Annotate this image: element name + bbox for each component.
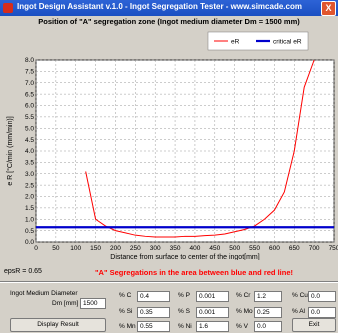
y-tick-label: 3.0 bbox=[25, 171, 34, 178]
diameter-input[interactable]: 1500 bbox=[80, 298, 106, 309]
y-tick-label: 5.5 bbox=[25, 114, 34, 121]
x-tick-label: 200 bbox=[110, 245, 121, 252]
y-tick-label: 0.0 bbox=[25, 239, 34, 246]
y-tick-label: 5.0 bbox=[25, 125, 34, 132]
x-tick-label: 50 bbox=[52, 245, 60, 252]
y-axis-label: e R [°C/min (mm/min)] bbox=[6, 116, 14, 185]
si-label: % Si bbox=[119, 308, 133, 315]
y-tick-label: 8.0 bbox=[25, 57, 34, 64]
y-tick-label: 0.5 bbox=[25, 228, 34, 235]
v-input[interactable]: 0.0 bbox=[254, 321, 282, 332]
c-label: % C bbox=[119, 292, 132, 299]
y-tick-label: 1.0 bbox=[25, 216, 34, 223]
app-icon bbox=[3, 3, 13, 13]
y-tick-label: 6.5 bbox=[25, 91, 34, 98]
x-tick-label: 700 bbox=[309, 245, 320, 252]
x-tick-label: 750 bbox=[329, 245, 338, 252]
legend-label-1: critical eR bbox=[273, 39, 302, 46]
al-label: % Al bbox=[292, 308, 306, 315]
y-tick-label: 7.0 bbox=[25, 80, 34, 87]
mn-label: % Mn bbox=[119, 323, 136, 330]
x-axis-label: Distance from surface to center of the i… bbox=[110, 254, 259, 260]
y-tick-label: 2.5 bbox=[25, 182, 34, 189]
al-input[interactable]: 0.0 bbox=[308, 307, 336, 318]
s-input[interactable]: 0.001 bbox=[196, 307, 229, 318]
c-input[interactable]: 0.4 bbox=[137, 291, 170, 302]
y-tick-label: 6.0 bbox=[25, 103, 34, 110]
y-tick-label: 3.5 bbox=[25, 160, 34, 167]
mo-label: % Mo bbox=[236, 308, 253, 315]
segregation-warning: "A" Segregations in the area between blu… bbox=[95, 268, 293, 277]
x-tick-label: 300 bbox=[150, 245, 161, 252]
s-label: % S bbox=[178, 308, 190, 315]
y-tick-label: 4.5 bbox=[25, 137, 34, 144]
y-tick-label: 4.0 bbox=[25, 148, 34, 155]
v-label: % V bbox=[236, 323, 248, 330]
cr-label: % Cr bbox=[236, 292, 251, 299]
x-tick-label: 0 bbox=[34, 245, 38, 252]
close-button[interactable]: X bbox=[321, 1, 336, 16]
x-tick-label: 650 bbox=[289, 245, 300, 252]
cu-label: % Cu bbox=[292, 292, 308, 299]
diameter-unit-label: Dm [mm] bbox=[52, 300, 79, 307]
p-input[interactable]: 0.001 bbox=[196, 291, 229, 302]
divider bbox=[0, 281, 338, 283]
si-input[interactable]: 0.35 bbox=[137, 307, 170, 318]
x-tick-label: 100 bbox=[70, 245, 81, 252]
chart-title: Position of "A" segregation zone (Ingot … bbox=[38, 17, 300, 26]
ni-input[interactable]: 1.6 bbox=[196, 321, 229, 332]
diameter-label: Ingot Medium Diameter bbox=[10, 290, 78, 297]
x-tick-label: 350 bbox=[170, 245, 181, 252]
legend-label-0: eR bbox=[231, 39, 240, 46]
x-tick-label: 450 bbox=[209, 245, 220, 252]
mn-input[interactable]: 0.55 bbox=[137, 321, 170, 332]
x-tick-label: 150 bbox=[90, 245, 101, 252]
cr-input[interactable]: 1.2 bbox=[254, 291, 282, 302]
display-result-button[interactable]: Display Result bbox=[10, 318, 106, 332]
y-tick-label: 2.0 bbox=[25, 194, 34, 201]
x-tick-label: 400 bbox=[190, 245, 201, 252]
y-tick-label: 1.5 bbox=[25, 205, 34, 212]
exit-button[interactable]: Exit bbox=[292, 318, 336, 332]
x-tick-label: 500 bbox=[229, 245, 240, 252]
window-title: Ingot Design Assistant v.1.0 - Ingot Seg… bbox=[17, 2, 302, 11]
p-label: % P bbox=[178, 292, 190, 299]
title-bar: Ingot Design Assistant v.1.0 - Ingot Seg… bbox=[0, 0, 338, 16]
x-tick-label: 600 bbox=[269, 245, 280, 252]
x-tick-label: 550 bbox=[249, 245, 260, 252]
epsr-status: epsR = 0.65 bbox=[4, 268, 42, 275]
x-tick-label: 250 bbox=[130, 245, 141, 252]
mo-input[interactable]: 0.25 bbox=[254, 307, 282, 318]
er-line bbox=[85, 59, 315, 238]
y-tick-label: 7.5 bbox=[25, 69, 34, 76]
cu-input[interactable]: 0.0 bbox=[308, 291, 336, 302]
ni-label: % Ni bbox=[178, 323, 192, 330]
segregation-chart: 0 50 100 150 200 250 300 350 400 450 500 550 600 650 7… bbox=[6, 31, 338, 260]
